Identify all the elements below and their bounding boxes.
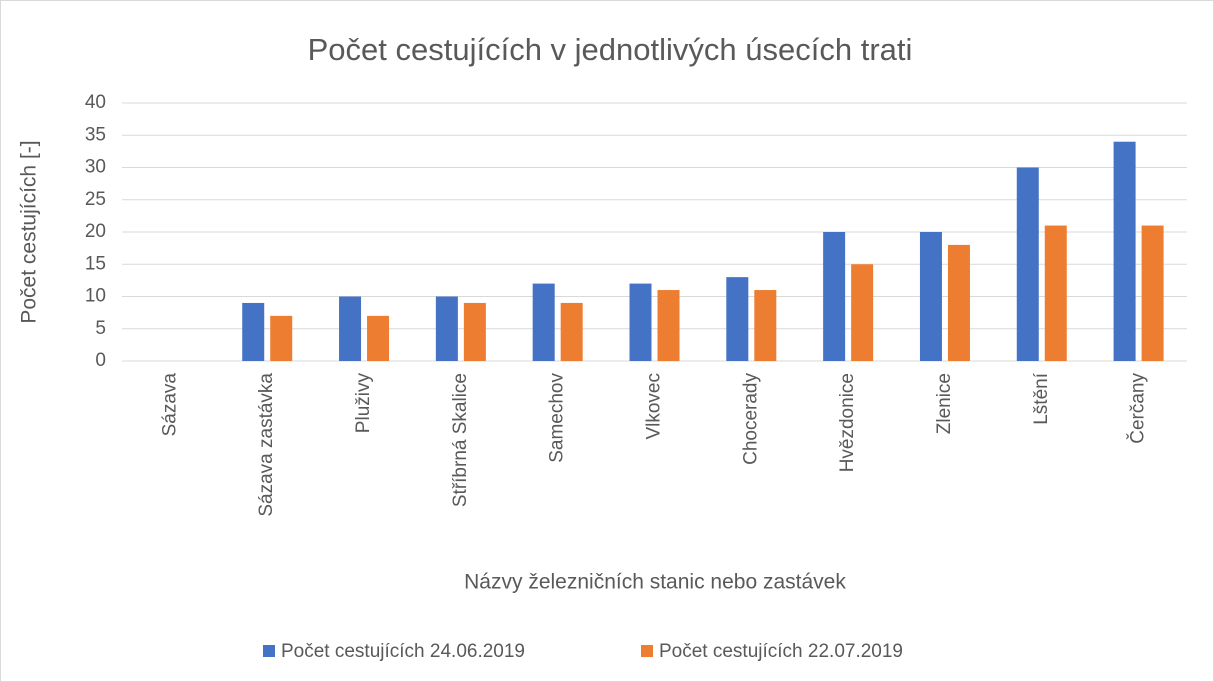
bar (463, 302, 486, 361)
bar (1141, 225, 1164, 361)
y-tick-label: 10 (85, 286, 106, 307)
bar (1044, 225, 1067, 361)
bar (919, 232, 942, 361)
x-tick-label: Vlkovec (644, 373, 665, 440)
x-tick-label: Sázava (159, 373, 180, 437)
x-tick-label: Zlenice (934, 373, 955, 434)
legend-swatch (263, 645, 275, 657)
bar (947, 244, 970, 361)
bar (435, 296, 458, 361)
x-tick-label: Sázava zastávka (256, 373, 277, 517)
y-tick-label: 25 (85, 189, 106, 210)
x-tick-label: Čerčany (1127, 373, 1149, 444)
bar (532, 283, 555, 361)
y-tick-label: 40 (85, 92, 106, 113)
bar (339, 296, 362, 361)
y-tick-label: 15 (85, 253, 106, 274)
legend-swatch (641, 645, 653, 657)
y-tick-label: 5 (95, 318, 106, 339)
bar (242, 302, 265, 361)
x-axis-label: Názvy železničních stanic nebo zastávek (464, 571, 846, 594)
y-tick-label: 0 (95, 350, 106, 371)
bar (657, 290, 680, 361)
bar (367, 315, 390, 361)
x-tick-label: Samechov (547, 373, 568, 463)
x-tick-label: Pluživy (353, 373, 374, 434)
legend-label: Počet cestujících 24.06.2019 (281, 641, 525, 662)
legend-label: Počet cestujících 22.07.2019 (659, 641, 903, 662)
y-tick-label: 20 (85, 221, 106, 242)
bar (1016, 167, 1039, 361)
bar (851, 264, 874, 361)
bar (1113, 141, 1136, 361)
bar (629, 283, 652, 361)
bar (270, 315, 293, 361)
y-tick-label: 30 (85, 157, 106, 178)
x-tick-label: Hvězdonice (837, 373, 858, 472)
y-axis-label: Počet cestujících [-] (18, 140, 41, 323)
x-tick-label: Chocerady (740, 373, 761, 465)
bar (754, 290, 777, 361)
x-tick-label: Stříbrná Skalice (450, 373, 471, 507)
y-tick-label: 35 (85, 124, 106, 145)
bar (823, 232, 846, 361)
bar (560, 302, 583, 361)
bar (726, 277, 749, 361)
x-tick-label: Lštění (1031, 372, 1052, 424)
chart-title: Počet cestujících v jednotlivých úsecích… (308, 32, 913, 67)
